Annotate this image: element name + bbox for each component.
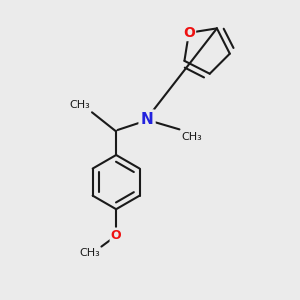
Text: CH₃: CH₃ (182, 132, 202, 142)
Text: O: O (111, 229, 122, 242)
Text: CH₃: CH₃ (79, 248, 100, 258)
Text: O: O (183, 26, 195, 40)
Text: CH₃: CH₃ (69, 100, 90, 110)
Text: N: N (141, 112, 153, 127)
